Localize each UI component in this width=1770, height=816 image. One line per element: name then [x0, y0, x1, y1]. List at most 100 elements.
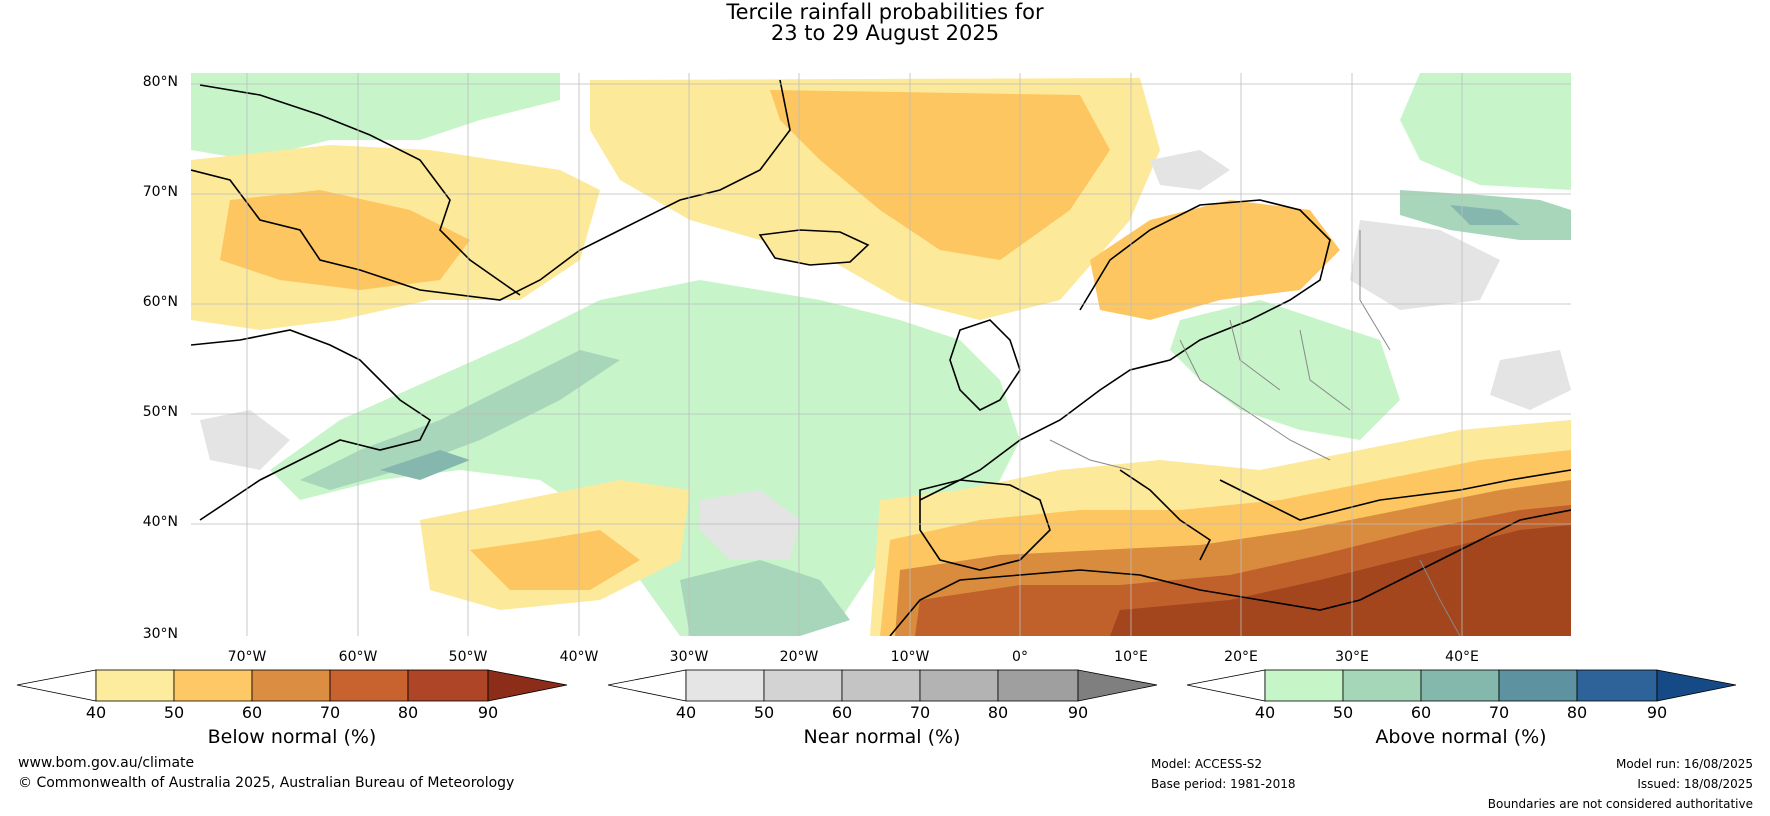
colorbar-near-title: Near normal (%) [803, 726, 961, 748]
region-near-normal-4 [1490, 350, 1571, 410]
country-borders [1049, 230, 1461, 636]
colorbar-above-bin [1420, 669, 1500, 702]
colorbar-above-end-triangle [1656, 669, 1737, 702]
colorbar-below-tick: 50 [163, 703, 185, 722]
colorbar-near-bin [919, 669, 999, 702]
colorbar-near-tick: 50 [753, 703, 775, 722]
colorbar-below-tick: 40 [85, 703, 107, 722]
colorbar-above-tick: 40 [1254, 703, 1276, 722]
footer-model-run: Model run: 16/08/2025 [1615, 757, 1753, 771]
colorbar-below-bin [407, 669, 489, 702]
lat-label: 70°N [142, 184, 178, 200]
colorbar-above-tick: 80 [1566, 703, 1588, 722]
region-near-normal-3 [1350, 220, 1500, 310]
colorbar-above-tick: 50 [1332, 703, 1354, 722]
coastline-iceland [758, 229, 870, 266]
region-atlantic-above-mid [300, 350, 620, 490]
coastline-greenland [191, 79, 791, 301]
region-near-normal-1 [700, 490, 800, 560]
colorbar-below-tick: 70 [319, 703, 341, 722]
footer-issued: Issued: 18/08/2025 [1637, 777, 1753, 791]
colorbar-below-bin [173, 669, 253, 702]
region-lower-atlantic-above [680, 560, 850, 636]
colorbar-below-end-triangle [487, 669, 568, 702]
coastline-north-africa [889, 509, 1571, 636]
region-arctic-above-2 [1400, 73, 1571, 190]
lon-label: 60°W [338, 649, 378, 665]
colorbar-below-start-triangle [16, 669, 97, 702]
region-north-atlantic-below-mid [770, 90, 1110, 260]
chart-title-line-1: Tercile rainfall probabilities for [726, 0, 1044, 24]
lat-label: 80°N [142, 74, 178, 90]
footer-disclaimer: Boundaries are not considered authoritat… [1487, 797, 1753, 811]
colorbar-near-end-triangle [1077, 669, 1158, 702]
lon-label: 50°W [448, 649, 488, 665]
colorbar-near-normal [607, 669, 1158, 702]
colorbar-below-tick: 90 [477, 703, 499, 722]
colorbar-near-bin [763, 669, 843, 702]
map-panel [191, 73, 1571, 636]
lon-label: 30°E [1335, 649, 1369, 665]
colorbar-below-bin [251, 669, 331, 702]
lat-label: 40°N [142, 514, 178, 530]
lon-label: 10°E [1114, 649, 1148, 665]
footer-website-link[interactable]: www.bom.gov.au/climate [18, 755, 195, 771]
footer-copyright: © Commonwealth of Australia 2025, Austra… [18, 775, 515, 791]
lon-label: 70°W [227, 649, 267, 665]
colorbar-above-bin [1576, 669, 1658, 702]
colorbar-above-normal [1186, 669, 1737, 702]
colorbar-above-tick: 60 [1410, 703, 1432, 722]
lon-label: 20°W [779, 649, 819, 665]
colorbar-above-title: Above normal (%) [1375, 726, 1547, 748]
colorbar-near-start-triangle [607, 669, 687, 702]
lon-label: 10°W [890, 649, 930, 665]
coastline-greenland-west [199, 84, 521, 296]
colorbar-near-tick: 80 [987, 703, 1009, 722]
colorbar-near-bin [997, 669, 1079, 702]
graticule [191, 73, 1571, 636]
coastline-britain [949, 319, 1021, 411]
region-greenland-below-mid [220, 190, 470, 290]
colorbar-below-tick: 60 [241, 703, 263, 722]
lon-label: 0° [1012, 649, 1028, 665]
colorbar-above-tick: 70 [1488, 703, 1510, 722]
colorbar-above-bin [1264, 669, 1344, 702]
lat-label: 60°N [142, 294, 178, 310]
colorbar-above-bin [1342, 669, 1422, 702]
colorbar-above-start-triangle [1186, 669, 1266, 702]
lon-label: 40°W [559, 649, 599, 665]
colorbar-below-normal [16, 669, 568, 702]
lon-label: 40°E [1445, 649, 1479, 665]
region-atlantic-above-high [380, 450, 470, 480]
coastline-italy [1119, 469, 1212, 561]
lon-label: 30°W [669, 649, 709, 665]
colorbar-below-tick: 80 [397, 703, 419, 722]
colorbar-near-bin [685, 669, 765, 702]
colorbar-above-bin [1498, 669, 1578, 702]
region-near-normal-5 [200, 410, 290, 470]
colorbar-above-tick: 90 [1646, 703, 1668, 722]
region-subtropic-below-mid [470, 530, 640, 590]
region-near-normal-2 [1150, 150, 1230, 190]
coastline-north-america [191, 329, 432, 521]
coastline-iberia [919, 479, 1051, 571]
colorbar-below-title: Below normal (%) [207, 726, 377, 748]
colorbar-near-tick: 40 [675, 703, 697, 722]
colorbar-near-tick: 70 [909, 703, 931, 722]
colorbar-below-bin [95, 669, 175, 702]
region-siberia-above-high [1450, 205, 1520, 225]
coastline-balkans-turkey [1219, 469, 1571, 521]
region-atlantic-above [270, 280, 1020, 636]
chart-title-line-2: 23 to 29 August 2025 [770, 21, 1000, 45]
colorbar-near-tick: 90 [1067, 703, 1089, 722]
colorbar-near-tick: 60 [831, 703, 853, 722]
lat-label: 50°N [142, 404, 178, 420]
region-scandinavia-below [1090, 200, 1340, 320]
lat-label: 30°N [142, 626, 178, 642]
colorbar-below-bin [329, 669, 409, 702]
colorbar-near-bin [841, 669, 921, 702]
lon-label: 20°E [1224, 649, 1258, 665]
footer-base-period: Base period: 1981-2018 [1151, 777, 1296, 791]
footer-model: Model: ACCESS-S2 [1151, 757, 1263, 771]
